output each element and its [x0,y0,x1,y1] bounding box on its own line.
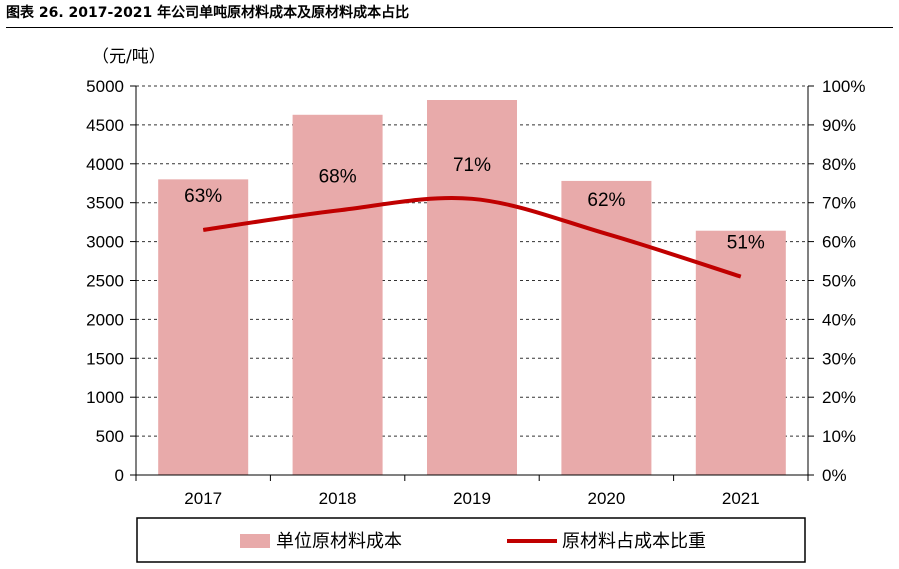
x-tick-label: 2021 [722,489,760,508]
left-tick-label: 1500 [86,349,124,368]
right-tick-label: 80% [822,155,856,174]
left-tick-label: 4500 [86,116,124,135]
left-axis-unit: （元/吨） [92,47,166,67]
left-tick-label: 0 [115,466,124,485]
legend-line-label: 原材料占成本比重 [562,531,706,552]
legend-bar-swatch [240,534,270,548]
right-tick-label: 30% [822,349,856,368]
bar-2019 [427,100,517,475]
right-tick-label: 90% [822,116,856,135]
right-tick-label: 40% [822,310,856,329]
right-tick-label: 50% [822,272,856,291]
data-label: 68% [319,166,357,187]
x-tick-label: 2020 [587,489,625,508]
data-label: 63% [184,186,222,207]
x-tick-label: 2017 [184,489,222,508]
bar-2021 [695,230,786,475]
data-label: 62% [587,190,625,211]
left-tick-label: 1000 [86,388,124,407]
right-tick-label: 20% [822,388,856,407]
bar-2020 [561,180,652,475]
data-label: 71% [453,155,491,176]
x-tick-label: 2018 [319,489,357,508]
right-tick-label: 60% [822,233,856,252]
left-tick-label: 3500 [86,194,124,213]
left-tick-label: 2500 [86,272,124,291]
figure-title: 图表 26. 2017-2021 年公司单吨原材料成本及原材料成本占比 [6,5,410,21]
ratio-line [202,195,742,279]
right-tick-label: 70% [822,194,856,213]
x-tick-label: 2019 [453,489,491,508]
right-tick-label: 100% [822,77,865,96]
data-label: 51% [727,233,765,254]
legend: 单位原材料成本 原材料占成本比重 [136,517,806,563]
bar-2018 [292,114,383,475]
left-tick-label: 3000 [86,233,124,252]
axes: 0 500 1000 1500 2000 2500 3000 3500 4000 4500 5000… [86,77,865,508]
left-tick-label: 5000 [86,77,124,96]
title-rule [6,27,893,28]
left-tick-label: 2000 [86,310,124,329]
right-tick-label: 10% [822,427,856,446]
bars [158,100,786,476]
legend-bar-label: 单位原材料成本 [276,531,402,552]
data-labels: 63% 68% 71% 62% 51% [184,155,765,254]
right-tick-label: 0% [822,466,847,485]
left-tick-label: 4000 [86,155,124,174]
left-tick-label: 500 [96,427,124,446]
legend-box [136,517,806,563]
